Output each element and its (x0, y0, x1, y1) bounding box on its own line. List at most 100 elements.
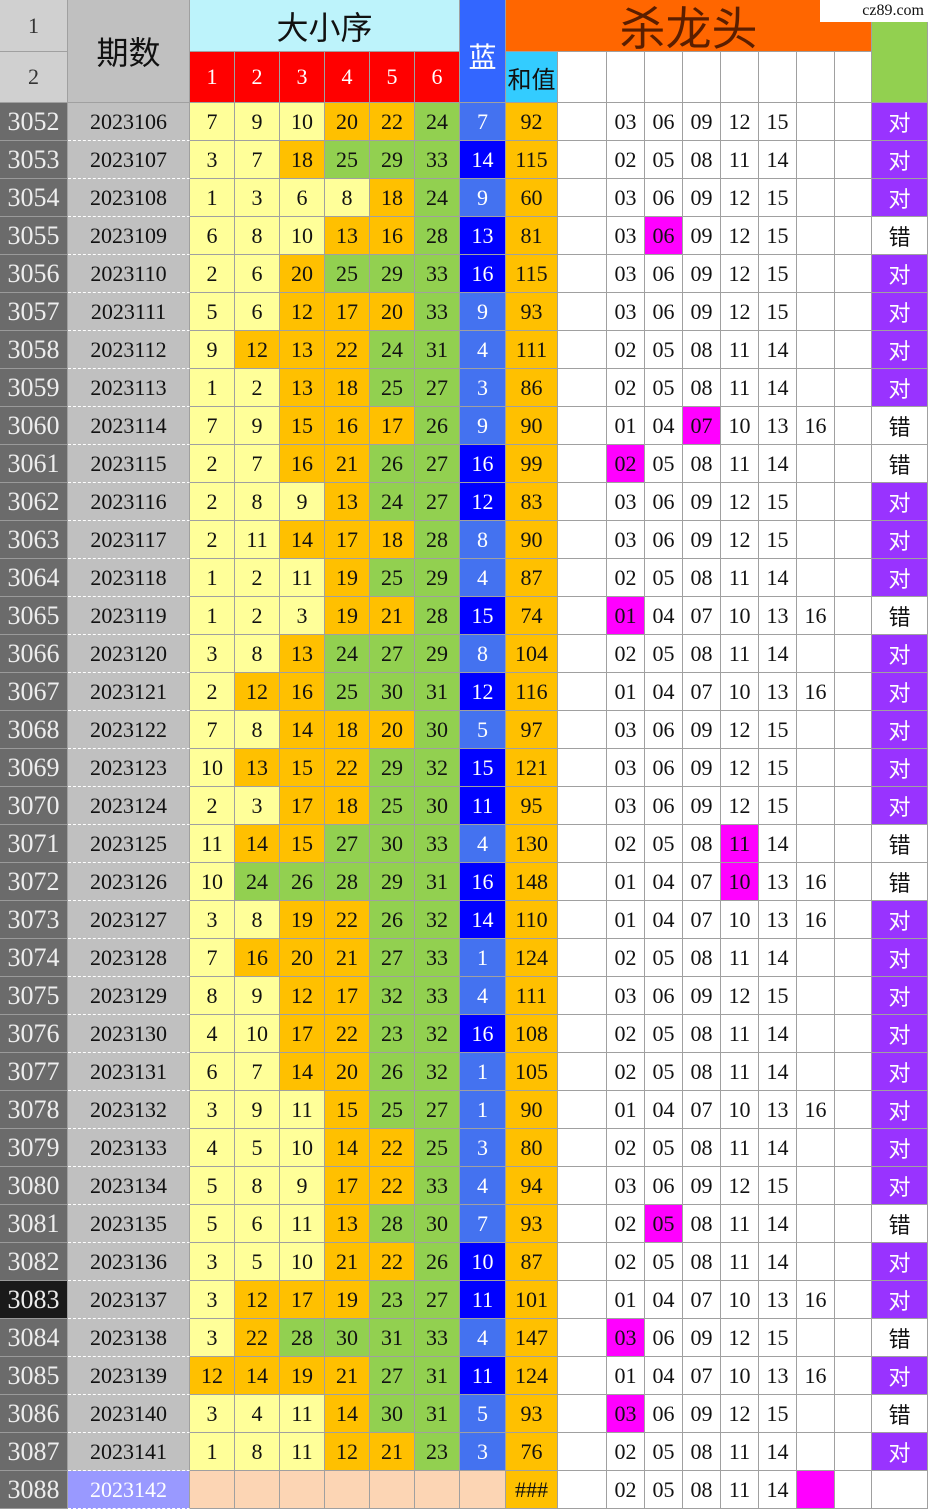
blue-ball: 5 (460, 1395, 506, 1433)
sum: 80 (506, 1129, 558, 1167)
ball: 14 (325, 1395, 370, 1433)
kill-number (797, 521, 835, 559)
result: 对 (872, 293, 928, 331)
result: 对 (872, 369, 928, 407)
kill-number: 04 (645, 407, 683, 445)
blue-ball: 14 (460, 141, 506, 179)
kill-number: 10 (721, 673, 759, 711)
sum: 83 (506, 483, 558, 521)
kill-number: 02 (607, 939, 645, 977)
ball: 9 (235, 1091, 280, 1129)
ball: 11 (190, 825, 235, 863)
empty-cell (558, 1243, 607, 1281)
result: 对 (872, 1357, 928, 1395)
ball: 33 (415, 977, 460, 1015)
ball: 26 (370, 1053, 415, 1091)
result: 对 (872, 179, 928, 217)
kill-number: 07 (683, 673, 721, 711)
sum: 90 (506, 1091, 558, 1129)
kill-number: 04 (645, 1281, 683, 1319)
ball: 7 (190, 407, 235, 445)
kill-number: 06 (645, 255, 683, 293)
ball: 32 (415, 749, 460, 787)
ball: 3 (235, 787, 280, 825)
kill-number: 10 (721, 901, 759, 939)
result: 对 (872, 521, 928, 559)
period: 2023127 (68, 901, 190, 939)
ball: 19 (325, 559, 370, 597)
ball: 24 (370, 483, 415, 521)
ball: 12 (235, 1281, 280, 1319)
watermark: cz89.com (820, 0, 928, 22)
kill-number: 09 (683, 521, 721, 559)
blue-ball: 8 (460, 521, 506, 559)
result: 对 (872, 635, 928, 673)
ball: 24 (415, 103, 460, 141)
ball: 16 (325, 407, 370, 445)
result: 对 (872, 559, 928, 597)
ball: 17 (280, 787, 325, 825)
empty-cell (835, 179, 872, 217)
ball: 25 (325, 141, 370, 179)
period: 2023138 (68, 1319, 190, 1357)
kill-number: 15 (759, 103, 797, 141)
row-number: 3053 (0, 141, 68, 179)
ball: 26 (370, 445, 415, 483)
ball: 17 (325, 977, 370, 1015)
ball: 2 (190, 445, 235, 483)
ball: 3 (280, 597, 325, 635)
ball: 25 (370, 559, 415, 597)
empty-cell (721, 52, 759, 103)
empty-cell (558, 1091, 607, 1129)
kill-number: 07 (683, 901, 721, 939)
sum: 97 (506, 711, 558, 749)
kill-number: 12 (721, 255, 759, 293)
kill-number: 08 (683, 445, 721, 483)
ball: 17 (370, 407, 415, 445)
kill-number: 03 (607, 483, 645, 521)
kill-number: 07 (683, 1281, 721, 1319)
kill-number: 05 (645, 331, 683, 369)
kill-number: 03 (607, 521, 645, 559)
kill-number (797, 939, 835, 977)
kill-number: 07 (683, 863, 721, 901)
kill-number: 12 (721, 1167, 759, 1205)
kill-number: 05 (645, 1015, 683, 1053)
kill-number: 06 (645, 521, 683, 559)
ball: 12 (280, 293, 325, 331)
empty-cell (558, 825, 607, 863)
ball: 6 (235, 255, 280, 293)
kill-number: 12 (721, 977, 759, 1015)
row-number: 3064 (0, 559, 68, 597)
ball: 25 (370, 369, 415, 407)
period: 2023121 (68, 673, 190, 711)
result: 对 (872, 1015, 928, 1053)
empty-cell (558, 1433, 607, 1471)
result: 对 (872, 901, 928, 939)
empty-cell (835, 445, 872, 483)
kill-number: 08 (683, 1015, 721, 1053)
empty-cell (835, 787, 872, 825)
kill-number: 12 (721, 293, 759, 331)
blue-ball: 11 (460, 1357, 506, 1395)
ball: 31 (415, 331, 460, 369)
ball: 10 (280, 217, 325, 255)
kill-number: 03 (607, 977, 645, 1015)
blue-ball: 1 (460, 1091, 506, 1129)
kill-number: 12 (721, 1395, 759, 1433)
row-number: 3060 (0, 407, 68, 445)
period: 2023137 (68, 1281, 190, 1319)
period: 2023132 (68, 1091, 190, 1129)
ball: 6 (190, 217, 235, 255)
kill-number: 15 (759, 1319, 797, 1357)
ball: 8 (235, 901, 280, 939)
ball (190, 1471, 235, 1509)
ball: 21 (370, 1433, 415, 1471)
kill-number: 05 (645, 1053, 683, 1091)
empty-cell (558, 1471, 607, 1509)
kill-number: 11 (721, 1433, 759, 1471)
ball: 29 (415, 635, 460, 673)
kill-number: 11 (721, 635, 759, 673)
kill-number: 06 (645, 1319, 683, 1357)
sum: 94 (506, 1167, 558, 1205)
